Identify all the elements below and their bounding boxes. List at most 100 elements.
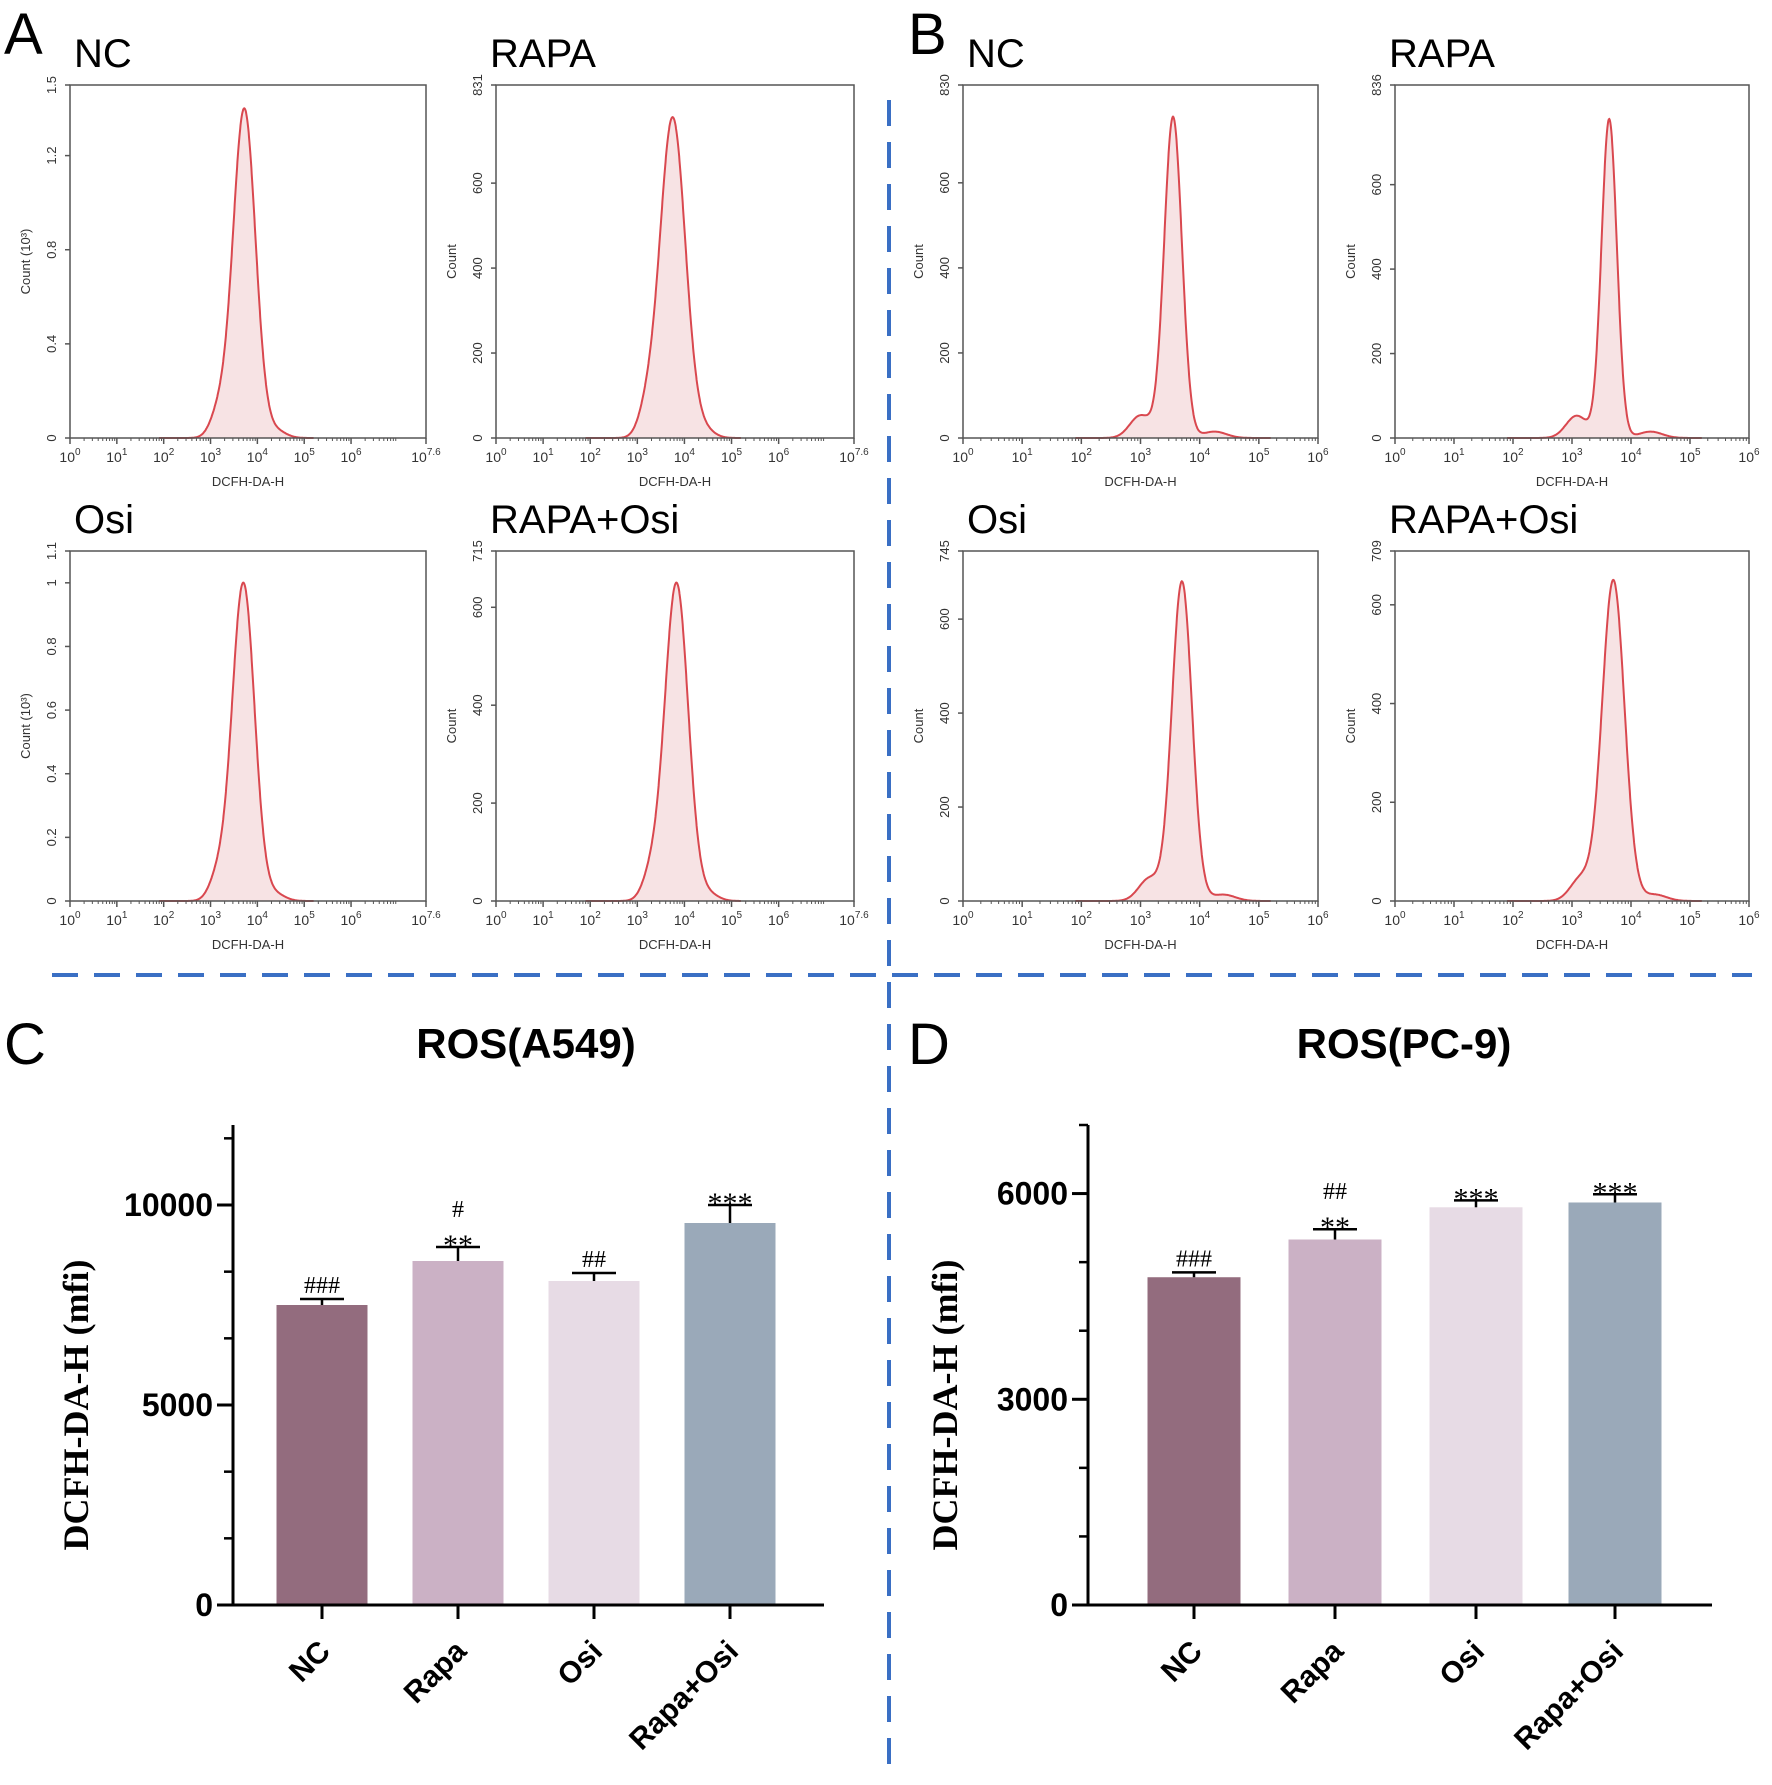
x-tick-label: 103: [627, 910, 649, 928]
bar-rapa-osi: [1568, 1202, 1662, 1605]
x-tick-label: 104: [1189, 910, 1211, 928]
x-tick-label: 100: [59, 447, 81, 465]
x-tick-label: Rapa+Osi: [1508, 1635, 1630, 1757]
x-tick-label: 106: [340, 910, 362, 928]
x-tick-label: 101: [106, 447, 128, 465]
y-tick-label: 0.6: [44, 701, 59, 719]
y-tick-label: 200: [937, 342, 952, 364]
y-tick-label: 0.8: [44, 241, 59, 259]
x-tick-label: 104: [247, 910, 269, 928]
x-tick-label: 100: [952, 910, 974, 928]
histogram-b-nc: NC 0 200 400 600 830 Count 100 101 102 103 104 105 10…: [911, 32, 1329, 489]
plot-frame: [495, 550, 855, 902]
plot-frame: [1394, 550, 1750, 902]
y-tick-label: 200: [1369, 791, 1384, 813]
significance-label: ###: [304, 1273, 340, 1299]
x-tick-label: 105: [1679, 910, 1701, 928]
x-tick-label: 106: [340, 447, 362, 465]
histogram-fill: [585, 582, 741, 901]
significance-label: ***: [708, 1187, 753, 1220]
plot-frame: [69, 550, 427, 902]
x-tick-label: Osi: [1433, 1635, 1491, 1693]
bar-nc: [1147, 1277, 1241, 1605]
x-tick-label: 106: [1307, 910, 1329, 928]
y-tick-label: 600: [470, 172, 485, 194]
x-tick-label: 105: [294, 910, 316, 928]
y-tick-label: 600: [1369, 174, 1384, 196]
x-tick-label: Rapa: [398, 1634, 473, 1709]
significance-label: **: [443, 1229, 473, 1262]
y-axis-label: Count: [444, 244, 459, 279]
histogram-fill: [1075, 116, 1271, 438]
y-tick-label: 1.5: [44, 76, 59, 94]
y-tick-label: 0.4: [44, 765, 59, 783]
y-tick-label: 400: [1369, 258, 1384, 280]
y-axis-label: Count: [1343, 708, 1358, 743]
plot-frame: [495, 84, 855, 439]
histogram-title: Osi: [967, 498, 1027, 542]
y-tick-label: 1.2: [44, 147, 59, 165]
bar-nc: [276, 1305, 368, 1605]
y-tick-label: 600: [1369, 594, 1384, 616]
y-axis-label: Count (10³): [18, 229, 33, 295]
y-tick-label: 200: [470, 792, 485, 814]
x-tick-label: 107.6: [411, 910, 441, 928]
histogram-a-osi: Osi 0 0.2 0.4 0.6 0.8 1 1.1 Count (10³) 100 101 102…: [18, 498, 441, 952]
y-tick-label: 0: [1369, 897, 1384, 904]
x-tick-label: 102: [1071, 910, 1093, 928]
histogram-b-osi: Osi 0 200 400 600 745 Count 100 101 102 103 104 105 1…: [911, 498, 1329, 952]
x-tick-label: 103: [200, 910, 222, 928]
x-tick-label: 105: [1248, 447, 1270, 465]
y-tick-label: 10000: [124, 1187, 213, 1223]
x-tick-label: 105: [294, 447, 316, 465]
histogram-fill: [159, 108, 314, 439]
plot-frame: [69, 84, 427, 439]
y-axis-label: DCFH-DA-H (mfi): [56, 1260, 96, 1551]
x-tick-label: 106: [1738, 447, 1760, 465]
y-tick-label: 0.8: [44, 637, 59, 655]
plot-frame: [962, 550, 1319, 902]
x-tick-label: 102: [1502, 447, 1524, 465]
bar-chart-d: ROS(PC-9) ### NC ** ## Rapa *** Osi *** Rapa+Osi 0…: [925, 1020, 1712, 1756]
x-tick-label: 103: [627, 447, 649, 465]
y-tick-label: 0.2: [44, 828, 59, 846]
histogram-fill: [1507, 579, 1702, 901]
y-axis-label: Count: [911, 708, 926, 743]
x-axis-label: DCFH-DA-H: [639, 474, 711, 489]
x-tick-label: 101: [106, 910, 128, 928]
bar-rapa: [1288, 1239, 1382, 1605]
y-tick-label: 831: [470, 74, 485, 96]
x-tick-label: 106: [1307, 447, 1329, 465]
y-axis-label: Count: [911, 244, 926, 279]
y-tick-label: 6000: [997, 1176, 1068, 1212]
y-tick-label: 600: [937, 172, 952, 194]
x-tick-label: Rapa: [1275, 1634, 1350, 1709]
x-tick-label: 101: [1012, 447, 1034, 465]
histogram-fill: [1507, 119, 1702, 438]
y-tick-label: 836: [1369, 74, 1384, 96]
histogram-fill: [585, 117, 741, 438]
y-tick-label: 200: [470, 342, 485, 364]
chart-title: ROS(PC-9): [1297, 1020, 1512, 1067]
panel-letter-a: A: [4, 2, 43, 67]
y-tick-label: 830: [937, 74, 952, 96]
y-tick-label: 600: [937, 608, 952, 630]
y-tick-label: 0.4: [44, 335, 59, 353]
y-tick-label: 709: [1369, 540, 1384, 562]
x-tick-label: 102: [580, 910, 602, 928]
x-tick-label: 105: [1248, 910, 1270, 928]
x-tick-label: 101: [1443, 910, 1465, 928]
bar-rapa: [412, 1261, 504, 1605]
panel-letter-c: C: [4, 1012, 46, 1077]
y-tick-label: 1: [44, 579, 59, 586]
histogram-b-rapa: RAPA 0 200 400 600 836 Count 100 101 102 103 104 105…: [1343, 32, 1760, 489]
histogram-a-rapa-osi: RAPA+Osi 0 200 400 600 715 Count 100 101 102 103 10…: [444, 498, 869, 952]
y-tick-label: 3000: [997, 1381, 1068, 1417]
x-tick-label: 103: [200, 447, 222, 465]
x-tick-label: 103: [1130, 910, 1152, 928]
y-tick-label: 400: [937, 702, 952, 724]
x-tick-label: 102: [1502, 910, 1524, 928]
x-axis-label: DCFH-DA-H: [639, 937, 711, 952]
bar-osi: [548, 1281, 640, 1605]
